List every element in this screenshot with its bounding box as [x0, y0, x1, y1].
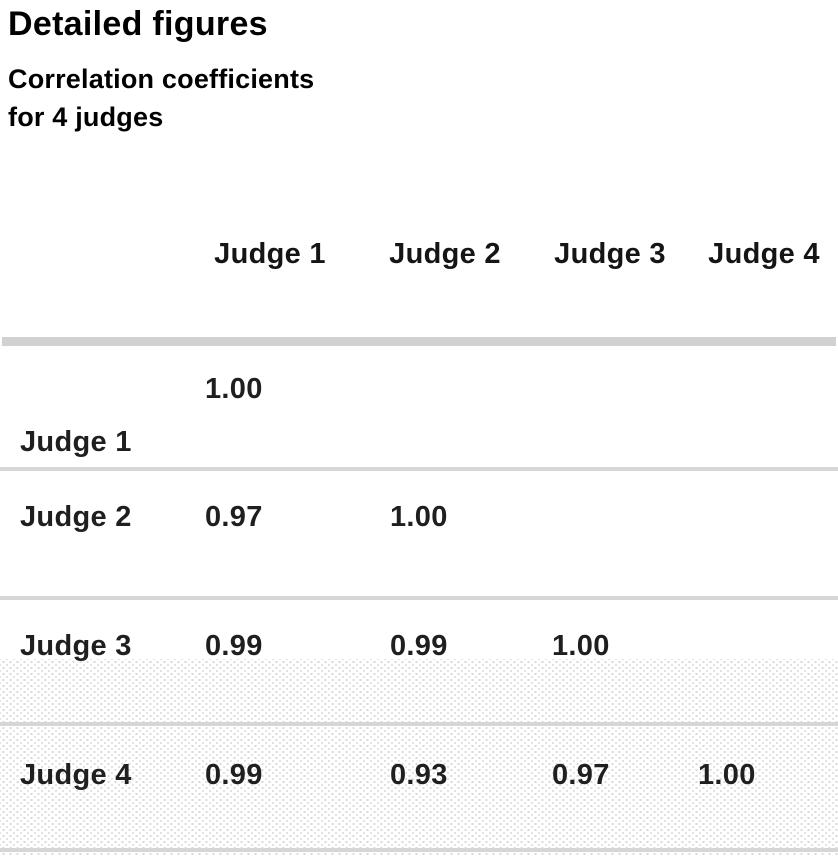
row-label: Judge 3: [20, 630, 132, 662]
column-header-judge-1: Judge 1: [214, 238, 326, 270]
header-divider-bar: [2, 337, 836, 346]
table-cell: 0.99: [390, 630, 448, 662]
table-cell: 0.99: [205, 630, 263, 662]
table-cell: 0.97: [552, 759, 610, 791]
table-row-judge-1: Judge 1 1.00: [0, 346, 838, 471]
table-row-judge-4: Judge 4 0.99 0.93 0.97 1.00: [0, 726, 838, 852]
table-row-judge-3: Judge 3 0.99 0.99 1.00: [0, 600, 838, 726]
table-cell: 0.99: [205, 759, 263, 791]
column-header-judge-3: Judge 3: [554, 238, 666, 270]
table-cell: [690, 471, 838, 596]
table-cell: 0.93: [390, 759, 448, 791]
table-row-judge-2: Judge 2 0.97 1.00: [0, 471, 838, 600]
table-cell: 1.00: [390, 501, 448, 533]
table-cell: 1.00: [698, 759, 756, 791]
subtitle-line-2: for 4 judges: [8, 102, 164, 132]
page-subtitle: Correlation coefficients for 4 judges: [8, 60, 314, 136]
table-cell: [360, 346, 530, 467]
halftone-pattern-region: [0, 659, 838, 856]
table-cell: [690, 600, 838, 722]
table-cell: [690, 346, 838, 467]
table-cell: [530, 471, 690, 596]
row-label: Judge 1: [20, 426, 132, 458]
subtitle-line-1: Correlation coefficients: [8, 64, 315, 94]
table-cell: 0.97: [205, 501, 263, 533]
table-cell: 1.00: [205, 373, 263, 405]
row-label: Judge 2: [20, 501, 132, 533]
table-corner-cell: [0, 238, 180, 271]
column-header-judge-2: Judge 2: [389, 238, 501, 270]
row-label: Judge 4: [20, 759, 132, 791]
column-header-judge-4: Judge 4: [708, 238, 820, 270]
table-header-row: Judge 1 Judge 2 Judge 3 Judge 4: [0, 238, 838, 271]
table-cell: 1.00: [552, 630, 610, 662]
table-cell: [530, 346, 690, 467]
page-title: Detailed figures: [8, 5, 268, 43]
table-body: Judge 1 1.00 Judge 2 0.97 1.00 Judge 3 0…: [0, 346, 838, 852]
